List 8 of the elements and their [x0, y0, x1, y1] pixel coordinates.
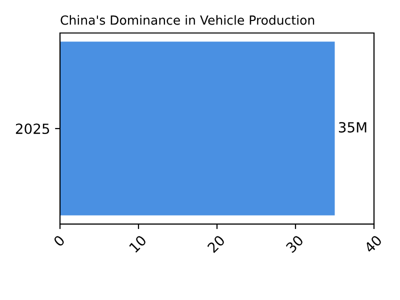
- chart-title: China's Dominance in Vehicle Production: [60, 15, 314, 25]
- x-tick-label: 10: [128, 234, 147, 253]
- x-tick-label: 40: [364, 234, 382, 254]
- x-tick-label: 30: [285, 234, 304, 254]
- y-tick-label: 2025: [16, 124, 50, 134]
- x-tick-label: 20: [206, 234, 226, 254]
- x-tick-label: 0: [52, 234, 66, 248]
- data-label: 35M: [338, 122, 366, 133]
